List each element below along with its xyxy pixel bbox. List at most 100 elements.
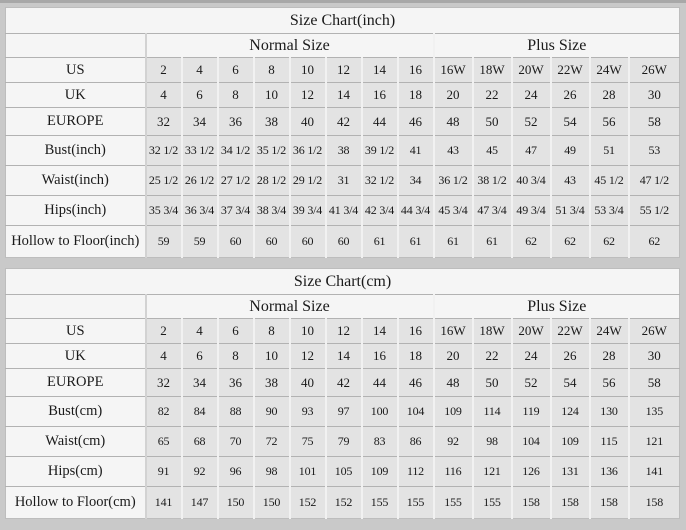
size-value-cell: 55 1/2 [627,195,680,226]
size-value-cell: 98 [252,456,290,487]
size-value-cell: 8 [216,82,254,108]
size-value-cell: 26W [627,57,680,83]
size-value-cell: 101 [288,456,326,487]
size-value-cell: 45 3/4 [432,195,473,226]
size-value-cell: 38 [252,368,290,397]
size-value-cell: 79 [324,426,362,457]
size-value-cell: 2 [144,318,182,344]
size-value-cell: 26 1/2 [180,165,218,196]
size-value-cell: 97 [324,396,362,427]
size-value-cell: 43 [549,165,590,196]
size-value-cell: 14 [360,57,398,83]
size-value-cell: 32 1/2 [144,135,182,166]
size-value-cell: 58 [627,107,680,136]
size-value-cell: 155 [471,486,512,519]
size-value-cell: 98 [471,426,512,457]
size-value-cell: 34 [396,165,434,196]
size-value-cell: 93 [288,396,326,427]
size-value-cell: 24 [510,82,551,108]
size-value-cell: 92 [180,456,218,487]
size-value-cell: 6 [216,318,254,344]
size-value-cell: 61 [432,225,473,258]
size-value-cell: 54 [549,368,590,397]
table-row: Hollow to Floor(inch) 59 59 60 60 60 60 61 61 61 6… [5,225,680,258]
size-value-cell: 54 [549,107,590,136]
size-value-cell: 114 [471,396,512,427]
size-value-cell: 20 [432,343,473,369]
size-value-cell: 49 3/4 [510,195,551,226]
size-value-cell: 35 3/4 [144,195,182,226]
size-value-cell: 42 [324,368,362,397]
row-label: EUROPE [5,368,146,397]
size-value-cell: 109 [549,426,590,457]
size-chart-inch-section: Size Chart(inch) Normal Size Plus Size US 2 4… [5,7,681,258]
size-value-cell: 83 [360,426,398,457]
size-value-cell: 24W [588,318,629,344]
size-value-cell: 50 [471,107,512,136]
size-value-cell: 12 [288,82,326,108]
size-value-cell: 61 [396,225,434,258]
size-value-cell: 53 3/4 [588,195,629,226]
size-value-cell: 20W [510,318,551,344]
size-value-cell: 104 [396,396,434,427]
size-value-cell: 109 [432,396,473,427]
size-value-cell: 130 [588,396,629,427]
size-value-cell: 22 [471,82,512,108]
size-value-cell: 18W [471,57,512,83]
size-value-cell: 38 [324,135,362,166]
table-row: EUROPE 32 34 36 38 40 42 44 46 48 50 52 54 56 58 [5,107,680,136]
size-value-cell: 47 3/4 [471,195,512,226]
size-value-cell: 8 [252,57,290,83]
table-row: Bust(cm) 82 84 88 90 93 97 100 104 109 114 119 124 13… [5,396,680,427]
size-value-cell: 16 [396,57,434,83]
size-value-cell: 37 3/4 [216,195,254,226]
size-value-cell: 20 [432,82,473,108]
size-value-cell: 14 [324,343,362,369]
size-value-cell: 4 [144,82,182,108]
table-row: US 2 4 6 8 10 12 14 16 16W 18W 20W 22W 24W 26W [5,57,680,83]
size-value-cell: 41 [396,135,434,166]
size-value-cell: 158 [549,486,590,519]
size-value-cell: 150 [216,486,254,519]
size-value-cell: 46 [396,107,434,136]
size-chart-cm-section: Size Chart(cm) Normal Size Plus Size US 2 4 6 8… [5,268,681,519]
size-value-cell: 62 [588,225,629,258]
size-value-cell: 126 [510,456,551,487]
size-value-cell: 155 [396,486,434,519]
size-value-cell: 16 [396,318,434,344]
size-value-cell: 121 [627,426,680,457]
size-value-cell: 72 [252,426,290,457]
size-value-cell: 16 [360,82,398,108]
size-value-cell: 119 [510,396,551,427]
row-label: Bust(inch) [5,135,146,166]
size-value-cell: 61 [360,225,398,258]
size-value-cell: 6 [180,343,218,369]
size-value-cell: 59 [144,225,182,258]
size-value-cell: 82 [144,396,182,427]
size-value-cell: 24 [510,343,551,369]
size-value-cell: 50 [471,368,512,397]
size-value-cell: 36 3/4 [180,195,218,226]
size-value-cell: 14 [324,82,362,108]
table-row: UK 4 6 8 10 12 14 16 18 20 22 24 26 28 30 [5,82,680,108]
row-label: UK [5,343,146,369]
size-value-cell: 158 [627,486,680,519]
group-row-spacer [5,33,146,58]
top-strip [0,0,686,3]
size-value-cell: 27 1/2 [216,165,254,196]
row-label: US [5,318,146,344]
size-value-cell: 26W [627,318,680,344]
size-value-cell: 6 [216,57,254,83]
size-value-cell: 25 1/2 [144,165,182,196]
table-row: Hips(cm) 91 92 96 98 101 105 109 112 116 121 126 131… [5,456,680,487]
size-value-cell: 56 [588,368,629,397]
size-value-cell: 112 [396,456,434,487]
size-value-cell: 41 3/4 [324,195,362,226]
size-value-cell: 10 [288,57,326,83]
table-row: Waist(inch) 25 1/2 26 1/2 27 1/2 28 1/2 29 1/… [5,165,680,196]
size-value-cell: 42 [324,107,362,136]
size-value-cell: 4 [180,318,218,344]
size-value-cell: 30 [627,343,680,369]
size-value-cell: 53 [627,135,680,166]
size-value-cell: 40 3/4 [510,165,551,196]
